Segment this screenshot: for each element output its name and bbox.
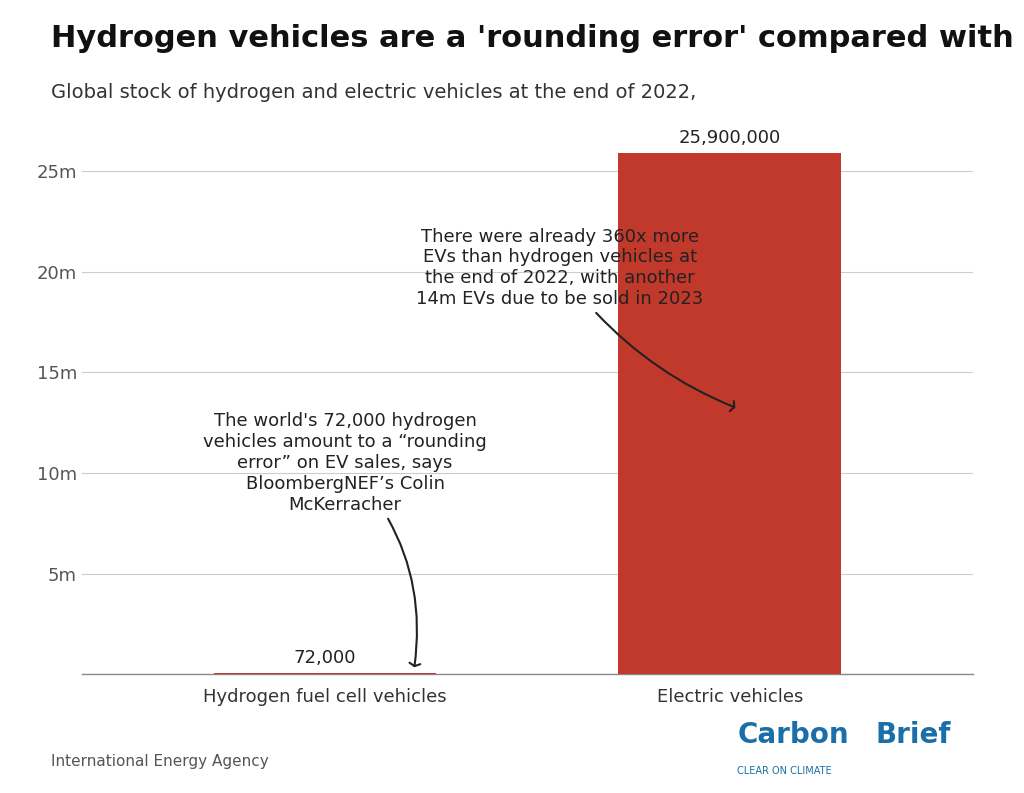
Text: There were already 360x more
EVs than hydrogen vehicles at
the end of 2022, with: There were already 360x more EVs than hy… [416, 228, 734, 411]
Bar [618, 153, 841, 674]
Text: 25,900,000: 25,900,000 [679, 129, 781, 147]
Text: Carbon: Carbon [737, 722, 849, 749]
Text: Hydrogen vehicles are a 'rounding error' compared with EV sales: Hydrogen vehicles are a 'rounding error'… [51, 24, 1024, 53]
Text: The world's 72,000 hydrogen
vehicles amount to a “rounding
error” on EV sales, s: The world's 72,000 hydrogen vehicles amo… [203, 412, 487, 666]
Text: Brief: Brief [876, 722, 951, 749]
Text: 72,000: 72,000 [294, 649, 356, 667]
Text: Global stock of hydrogen and electric vehicles at the end of 2022,: Global stock of hydrogen and electric ve… [51, 83, 696, 102]
Bar [214, 672, 436, 674]
Text: CLEAR ON CLIMATE: CLEAR ON CLIMATE [737, 765, 831, 776]
Text: International Energy Agency: International Energy Agency [51, 754, 269, 769]
